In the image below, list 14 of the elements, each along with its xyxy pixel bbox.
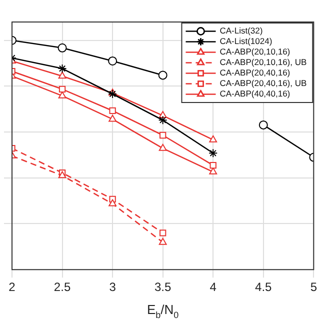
x-tick-label: 3 — [109, 280, 116, 294]
legend-label: CA-List(32) — [220, 26, 263, 36]
x-tick-label: 4 — [210, 280, 217, 294]
legend-label: CA-ABP(40,40,16) — [220, 88, 290, 99]
legend-label: CA-List(1024) — [220, 36, 272, 46]
legend-label: CA-ABP(20,40,16) — [220, 68, 290, 78]
x-tick-label: 5 — [310, 280, 318, 294]
x-tick-label: 2 — [8, 280, 16, 294]
legend-label: CA-ABP(20,40,16), UB — [220, 78, 307, 88]
x-tick-label: 3.5 — [154, 280, 172, 294]
legend-label: CA-ABP(20,10,16), UB — [220, 57, 307, 68]
legend-label: CA-ABP(20,10,16) — [220, 46, 290, 57]
x-tick-label: 4.5 — [255, 280, 272, 294]
x-tick-label: 2.5 — [54, 280, 71, 294]
